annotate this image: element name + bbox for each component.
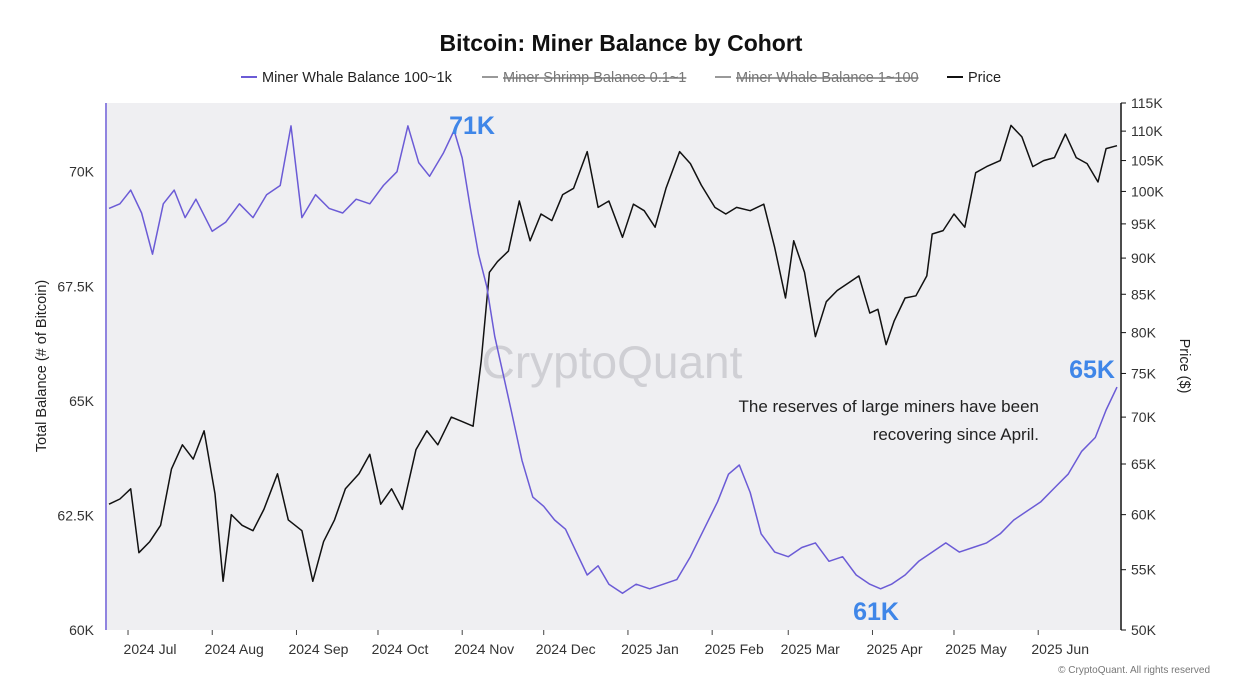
right-axis-ticks: 50K 55K 60K 65K 70K 75K 80K 85K 90K 95K 100K 105K 11… bbox=[1121, 95, 1164, 638]
x-tick-label: 2025 Apr bbox=[866, 641, 922, 657]
series-line-price bbox=[108, 124, 1118, 583]
right-tick-label: 60K bbox=[1131, 507, 1157, 523]
right-tick-label: 75K bbox=[1131, 365, 1157, 381]
x-tick-label: 2025 Jan bbox=[621, 641, 679, 657]
right-tick-label: 100K bbox=[1131, 183, 1164, 199]
legend-label: Miner Whale Balance 100~1k bbox=[262, 70, 453, 86]
right-tick-label: 65K bbox=[1131, 456, 1157, 472]
x-tick-label: 2025 Jun bbox=[1031, 641, 1089, 657]
annotation-note-line2: recovering since April. bbox=[873, 425, 1039, 444]
left-axis-ticks: 60K 62.5K 65K 67.5K 70K bbox=[57, 164, 94, 638]
right-tick-label: 50K bbox=[1131, 622, 1157, 638]
legend-label: Miner Whale Balance 1~100 bbox=[736, 70, 919, 86]
chart-title: Bitcoin: Miner Balance by Cohort bbox=[440, 30, 803, 56]
left-tick-label: 70K bbox=[69, 164, 95, 180]
right-tick-label: 110K bbox=[1131, 123, 1163, 139]
x-tick-label: 2025 Mar bbox=[781, 641, 840, 657]
left-tick-label: 65K bbox=[69, 393, 95, 409]
right-tick-label: 85K bbox=[1131, 286, 1157, 302]
right-axis-title: Price ($) bbox=[1176, 339, 1192, 394]
x-tick-label: 2024 Nov bbox=[454, 641, 514, 657]
right-tick-label: 70K bbox=[1131, 409, 1157, 425]
x-tick-label: 2024 Sep bbox=[288, 641, 348, 657]
right-tick-label: 90K bbox=[1131, 250, 1157, 266]
callout-61k: 61K bbox=[853, 598, 899, 626]
legend-item-shrimp-0-1-1[interactable]: Miner Shrimp Balance 0.1~1 bbox=[482, 70, 686, 86]
left-tick-label: 60K bbox=[69, 622, 95, 638]
callout-65k: 65K bbox=[1069, 356, 1115, 384]
legend-item-price[interactable]: Price bbox=[947, 70, 1001, 86]
watermark: CryptoQuant bbox=[482, 336, 743, 388]
right-tick-label: 80K bbox=[1131, 325, 1157, 341]
plot-background bbox=[107, 103, 1120, 630]
x-tick-label: 2024 Dec bbox=[536, 641, 596, 657]
series-layer bbox=[108, 124, 1118, 595]
right-tick-label: 105K bbox=[1131, 153, 1164, 169]
x-tick-label: 2025 Feb bbox=[705, 641, 764, 657]
x-tick-label: 2024 Oct bbox=[372, 641, 429, 657]
legend-item-whale-100-1k[interactable]: Miner Whale Balance 100~1k bbox=[241, 70, 453, 86]
legend-label: Price bbox=[968, 70, 1001, 86]
left-tick-label: 62.5K bbox=[57, 507, 94, 523]
legend-item-whale-1-100[interactable]: Miner Whale Balance 1~100 bbox=[715, 70, 919, 86]
x-axis-ticks: 2024 Jul 2024 Aug 2024 Sep 2024 Oct 2024 Nov… bbox=[124, 630, 1089, 657]
x-tick-label: 2025 May bbox=[945, 641, 1006, 657]
right-tick-label: 95K bbox=[1131, 216, 1157, 232]
right-tick-label: 115K bbox=[1131, 95, 1163, 111]
copyright-text: © CryptoQuant. All rights reserved bbox=[1058, 665, 1210, 676]
x-tick-label: 2024 Aug bbox=[205, 641, 264, 657]
callout-71k: 71K bbox=[449, 112, 495, 140]
x-tick-label: 2024 Jul bbox=[124, 641, 177, 657]
left-tick-label: 67.5K bbox=[57, 278, 94, 294]
right-tick-label: 55K bbox=[1131, 562, 1157, 578]
legend-label: Miner Shrimp Balance 0.1~1 bbox=[503, 70, 686, 86]
series-line-miner-whale-balance-100-1k bbox=[108, 125, 1118, 595]
legend: Miner Whale Balance 100~1k Miner Shrimp … bbox=[241, 70, 1001, 86]
left-axis-title: Total Balance (# of Bitcoin) bbox=[34, 280, 50, 452]
annotation-note-line1: The reserves of large miners have been bbox=[739, 397, 1040, 416]
